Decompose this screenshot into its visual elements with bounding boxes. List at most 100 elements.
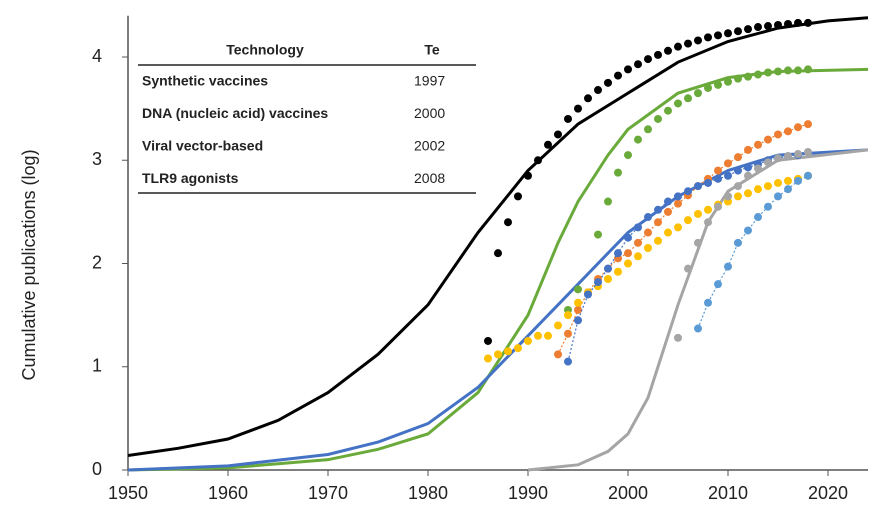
data-point xyxy=(614,168,622,177)
data-point xyxy=(734,27,742,36)
data-point xyxy=(764,202,772,211)
data-point xyxy=(684,39,692,48)
data-point xyxy=(714,166,722,175)
data-point xyxy=(684,264,692,273)
data-point xyxy=(744,226,752,235)
data-point xyxy=(744,72,752,81)
data-point xyxy=(654,236,662,245)
data-point xyxy=(634,252,642,261)
data-point xyxy=(784,66,792,75)
data-point xyxy=(634,238,642,247)
data-point xyxy=(764,22,772,31)
data-point xyxy=(794,66,802,75)
data-point xyxy=(734,192,742,201)
data-point xyxy=(794,18,802,27)
table-header: Te xyxy=(424,42,440,58)
data-point xyxy=(614,249,622,258)
x-tick-label: 1970 xyxy=(308,483,348,503)
data-point xyxy=(674,223,682,232)
data-point xyxy=(564,357,572,366)
data-point xyxy=(654,218,662,227)
data-point xyxy=(784,185,792,194)
curve xyxy=(127,16,869,458)
table-cell: 2008 xyxy=(414,170,445,186)
data-point xyxy=(714,174,722,183)
data-point xyxy=(664,46,672,55)
data-point xyxy=(784,152,792,161)
data-point xyxy=(584,94,592,103)
data-point xyxy=(564,114,572,123)
data-point xyxy=(604,264,612,273)
data-point xyxy=(644,228,652,237)
data-point xyxy=(754,70,762,79)
data-point xyxy=(704,218,712,227)
data-point xyxy=(664,197,672,206)
data-point xyxy=(644,213,652,222)
data-point xyxy=(614,71,622,80)
data-point xyxy=(774,67,782,76)
data-point xyxy=(714,280,722,289)
data-point xyxy=(624,233,632,242)
data-point xyxy=(664,228,672,237)
data-point xyxy=(774,130,782,139)
data-point xyxy=(794,176,802,185)
data-point xyxy=(604,78,612,87)
data-point xyxy=(694,36,702,45)
data-point xyxy=(764,135,772,144)
x-tick-label: 2000 xyxy=(608,483,648,503)
curve xyxy=(527,148,869,472)
data-point xyxy=(724,262,732,271)
data-point xyxy=(634,135,642,144)
x-tick-label: 2020 xyxy=(808,483,848,503)
data-point xyxy=(744,145,752,154)
y-axis-label: Cumulative publications (log) xyxy=(19,149,39,380)
data-point xyxy=(674,42,682,51)
data-point xyxy=(484,336,492,345)
data-point xyxy=(764,68,772,77)
data-point xyxy=(774,178,782,187)
data-point xyxy=(554,130,562,139)
data-point xyxy=(724,171,732,180)
data-point xyxy=(674,99,682,108)
data-point xyxy=(734,166,742,175)
data-point xyxy=(744,189,752,198)
data-point xyxy=(574,104,582,113)
data-point xyxy=(494,249,502,258)
data-point xyxy=(744,163,752,172)
x-tick-label: 2010 xyxy=(708,483,748,503)
data-point xyxy=(674,333,682,342)
data-point xyxy=(774,154,782,163)
data-point xyxy=(624,249,632,258)
data-point xyxy=(524,171,532,180)
data-point xyxy=(604,197,612,206)
connector xyxy=(697,175,809,329)
data-point xyxy=(804,18,812,27)
data-point xyxy=(574,305,582,314)
table-cell: Viral vector-based xyxy=(142,138,263,154)
data-point xyxy=(484,354,492,363)
data-point xyxy=(544,140,552,149)
data-point xyxy=(534,156,542,165)
data-point xyxy=(644,125,652,134)
data-point xyxy=(594,278,602,287)
data-point xyxy=(684,94,692,103)
data-point xyxy=(774,192,782,201)
data-point xyxy=(804,147,812,156)
data-point xyxy=(804,120,812,129)
data-point xyxy=(754,164,762,173)
data-point xyxy=(724,77,732,86)
y-tick-label: 2 xyxy=(92,252,102,272)
data-point xyxy=(784,19,792,28)
data-point xyxy=(524,336,532,345)
data-point xyxy=(544,331,552,340)
data-point xyxy=(674,199,682,208)
data-point xyxy=(704,205,712,214)
data-point xyxy=(734,74,742,83)
data-point xyxy=(654,50,662,59)
data-point xyxy=(584,290,592,299)
data-point xyxy=(624,151,632,160)
data-point xyxy=(604,274,612,283)
data-point xyxy=(494,350,502,359)
data-point xyxy=(694,182,702,191)
curve xyxy=(127,67,869,472)
